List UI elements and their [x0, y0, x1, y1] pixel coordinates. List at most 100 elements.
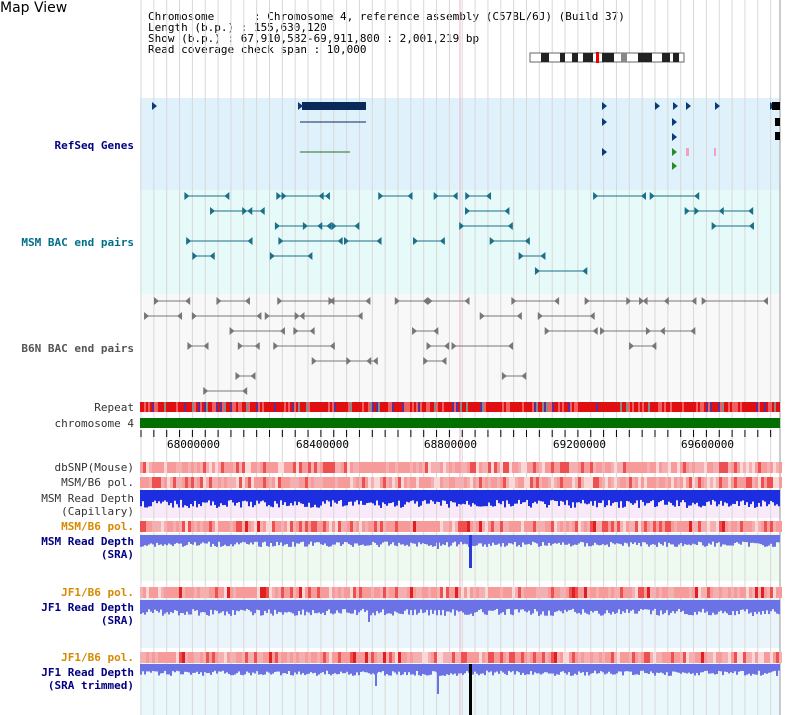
track-label-jf1-read-depth-trim[interactable]: JF1 Read Depth	[41, 666, 134, 679]
read-depth-bar	[178, 600, 180, 616]
read-depth-bar	[646, 600, 648, 610]
polymorphism-heat	[251, 587, 254, 598]
polymorphism-heat	[761, 652, 764, 663]
track-label-msm-b6-pol-2[interactable]: MSM/B6 pol.	[61, 520, 134, 533]
polymorphism-heat	[161, 652, 164, 663]
polymorphism-heat	[269, 652, 272, 663]
read-depth-bar	[710, 490, 712, 505]
polymorphism-heat	[332, 462, 335, 473]
read-depth-bar	[388, 490, 390, 504]
read-depth-bar	[520, 664, 522, 675]
track-label-msm-read-depth-cap[interactable]: MSM Read Depth	[41, 492, 134, 505]
polymorphism-heat	[320, 477, 323, 488]
polymorphism-heat	[560, 477, 563, 488]
read-depth-bar	[702, 600, 704, 609]
polymorphism-heat	[386, 587, 389, 598]
track-label-jf1-read-depth-sra[interactable]: JF1 Read Depth	[41, 601, 134, 614]
track-label-jf1-b6-pol-2[interactable]: JF1/B6 pol.	[61, 651, 134, 664]
polymorphism-heat	[359, 652, 362, 663]
read-depth-bar	[704, 490, 706, 506]
polymorphism-heat	[641, 462, 644, 473]
track-label-chromosome[interactable]: chromosome 4	[54, 417, 134, 430]
read-depth-bar	[246, 664, 248, 672]
read-depth-bar	[332, 664, 334, 674]
track-label-jf1-b6-pol-1[interactable]: JF1/B6 pol.	[61, 586, 134, 599]
read-depth-bar	[360, 535, 362, 546]
polymorphism-heat	[485, 477, 488, 488]
read-depth-bar	[380, 535, 382, 545]
polymorphism-heat	[566, 462, 569, 473]
polymorphism-heat	[641, 521, 644, 532]
read-depth-bar	[334, 600, 336, 614]
page-title: Map View	[0, 0, 68, 16]
track-label-repeat[interactable]: Repeat	[94, 401, 134, 414]
polymorphism-heat	[350, 477, 353, 488]
read-depth-bar	[542, 535, 544, 543]
polymorphism-heat	[479, 462, 482, 473]
bac-end-marker	[329, 342, 335, 350]
read-depth-bar	[212, 535, 214, 544]
repeat-element	[654, 402, 656, 412]
read-depth-bar	[488, 490, 490, 503]
polymorphism-heat	[374, 521, 377, 532]
read-depth-bar	[302, 664, 304, 674]
track-label-msm-bac[interactable]: MSM BAC end pairs	[21, 236, 134, 249]
repeat-element	[482, 402, 484, 412]
read-depth-bar	[642, 600, 644, 610]
bac-end-marker	[589, 312, 595, 320]
repeat-element	[440, 402, 442, 412]
read-depth-bar	[746, 600, 748, 610]
track-label-b6n-bac[interactable]: B6N BAC end pairs	[21, 342, 134, 355]
track-label-refseq[interactable]: RefSeq Genes	[54, 139, 134, 152]
read-depth-bar	[406, 535, 408, 545]
polymorphism-heat	[260, 462, 263, 473]
polymorphism-heat	[566, 521, 569, 532]
read-depth-bar	[286, 490, 288, 507]
read-depth-bar	[632, 535, 634, 544]
read-depth-bar	[702, 535, 704, 546]
read-depth-bar	[492, 535, 494, 543]
polymorphism-heat	[602, 462, 605, 473]
read-depth-bar	[318, 664, 320, 675]
polymorphism-heat	[251, 652, 254, 663]
read-depth-bar	[522, 490, 524, 503]
repeat-element	[310, 402, 312, 412]
read-depth-bar	[238, 490, 240, 503]
read-depth-bar	[716, 600, 718, 615]
repeat-element	[316, 402, 318, 412]
polymorphism-heat	[320, 652, 323, 663]
read-depth-bar	[364, 535, 366, 546]
bac-end-marker	[229, 327, 235, 335]
polymorphism-heat	[230, 477, 233, 488]
repeat-element	[180, 402, 182, 412]
track-label-msm-read-depth-sra[interactable]: MSM Read Depth	[41, 535, 134, 548]
read-depth-bar	[356, 490, 358, 501]
repeat-element	[292, 402, 294, 412]
polymorphism-heat	[761, 477, 764, 488]
polymorphism-heat	[566, 652, 569, 663]
read-depth-bar	[666, 535, 668, 547]
repeat-element	[760, 402, 762, 412]
read-depth-bar	[300, 600, 302, 615]
track-label-msm-b6-pol-1[interactable]: MSM/B6 pol.	[61, 476, 134, 489]
polymorphism-heat	[707, 521, 710, 532]
bac-end-marker	[694, 207, 700, 215]
axis-tick-label: 69600000	[681, 438, 734, 451]
polymorphism-heat	[416, 652, 419, 663]
read-depth-bar	[302, 535, 304, 542]
repeat-element	[350, 402, 352, 412]
read-depth-bar	[348, 600, 350, 613]
read-depth-bar	[186, 600, 188, 612]
read-depth-bar	[732, 664, 734, 674]
polymorphism-heat	[737, 462, 740, 473]
polymorphism-heat	[515, 652, 518, 663]
polymorphism-heat	[674, 521, 677, 532]
read-depth-bar	[430, 535, 432, 546]
polymorphism-heat	[284, 652, 287, 663]
read-depth-bar	[536, 600, 538, 612]
read-depth-bar	[188, 664, 190, 673]
track-label-dbsnp[interactable]: dbSNP(Mouse)	[54, 461, 134, 474]
polymorphism-heat	[263, 521, 266, 532]
polymorphism-heat	[617, 462, 620, 473]
